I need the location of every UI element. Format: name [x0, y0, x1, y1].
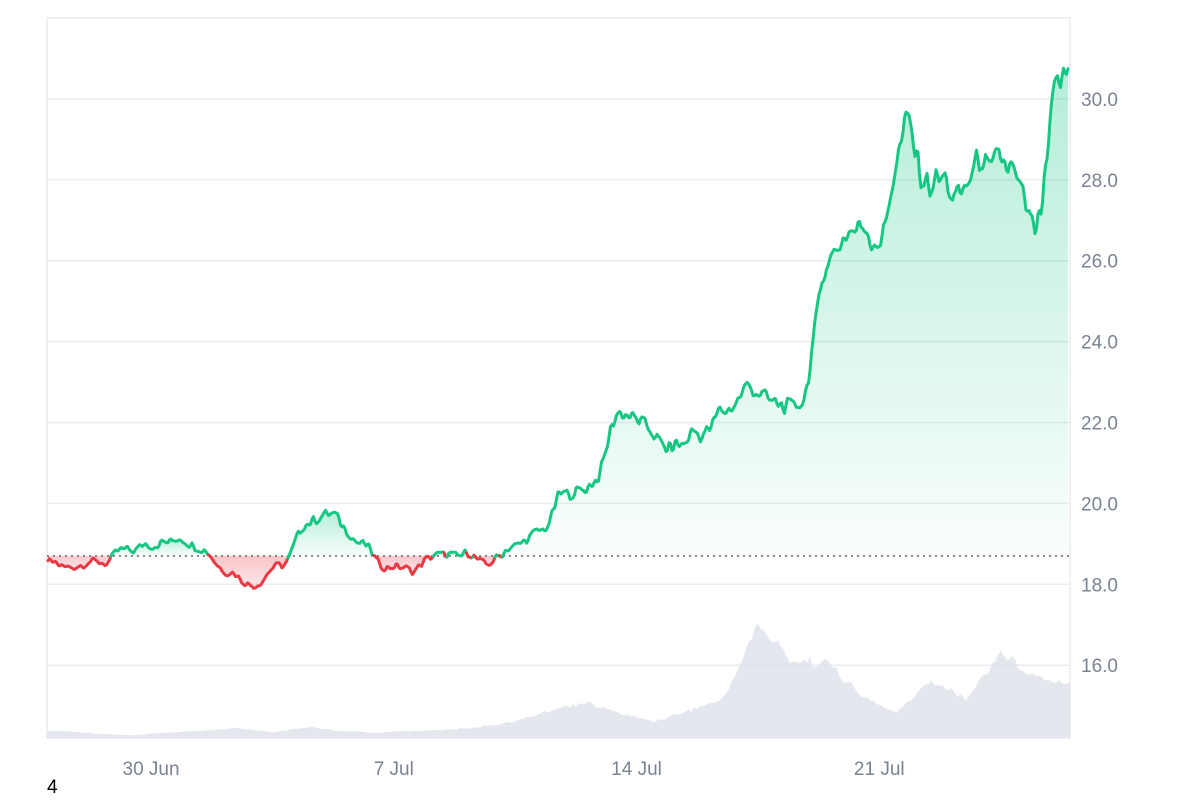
- price-area-down: [373, 554, 435, 575]
- y-tick-label: 16.0: [1081, 656, 1118, 677]
- price-line-down: [372, 553, 437, 576]
- x-tick-label: 21 Jul: [854, 759, 905, 780]
- y-tick-label: 20.0: [1081, 494, 1118, 515]
- price-area-up: [288, 510, 375, 558]
- y-tick-label: 28.0: [1081, 171, 1118, 192]
- price-line-down: [472, 553, 498, 567]
- y-tick-label: 24.0: [1081, 333, 1118, 354]
- volume-area: [47, 623, 1070, 738]
- x-tick-label: 7 Jul: [374, 759, 414, 780]
- price-line-up: [109, 537, 212, 558]
- corner-note: 4: [47, 777, 58, 798]
- price-line-down: [46, 551, 114, 571]
- price-area-up: [502, 68, 1068, 557]
- price-line-up: [501, 66, 1070, 559]
- y-tick-label: 22.0: [1081, 413, 1118, 434]
- x-tick-label: 14 Jul: [611, 759, 662, 780]
- x-tick-label: 30 Jun: [123, 759, 180, 780]
- y-tick-label: 26.0: [1081, 252, 1118, 273]
- price-line-down: [207, 553, 291, 590]
- y-tick-label: 30.0: [1081, 90, 1118, 111]
- price-line-up: [286, 508, 377, 560]
- price-line-up: [445, 548, 470, 559]
- price-area-down: [208, 554, 290, 589]
- y-tick-label: 18.0: [1081, 575, 1118, 596]
